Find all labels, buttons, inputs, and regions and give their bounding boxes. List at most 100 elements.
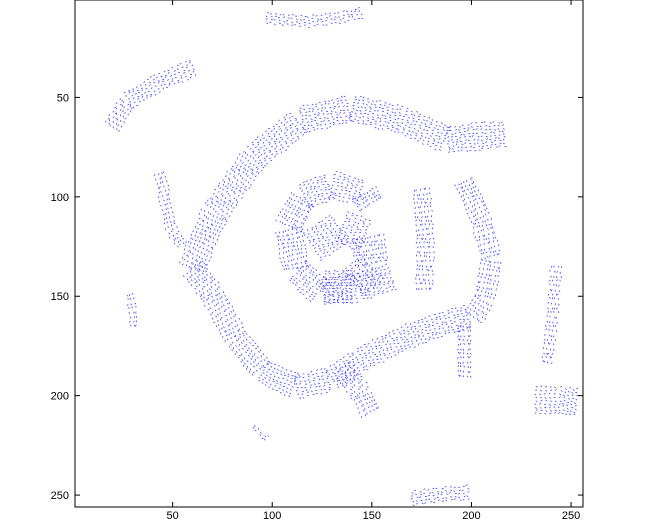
vector-arrow — [353, 282, 355, 285]
vector-arrow — [459, 126, 461, 128]
vector-arrow — [489, 122, 492, 124]
vector-arrow — [419, 264, 421, 267]
vector-arrow — [194, 267, 197, 270]
vector-arrow — [247, 159, 250, 162]
vector-arrow — [493, 245, 496, 248]
vector-arrow — [158, 72, 161, 75]
vector-arrow — [172, 228, 174, 231]
vector-arrow — [365, 284, 368, 287]
vector-arrow — [459, 338, 461, 341]
vector-arrow — [422, 259, 424, 262]
vector-arrow — [292, 137, 295, 140]
vector-arrow — [376, 114, 379, 117]
vector-arrow — [291, 385, 294, 388]
vector-arrow — [455, 143, 458, 146]
vector-arrow — [190, 241, 192, 244]
vector-arrow — [362, 366, 365, 368]
vector-arrow — [417, 246, 419, 249]
vector-arrow — [467, 188, 470, 191]
vector-arrow — [498, 270, 501, 273]
vector-arrow — [224, 218, 227, 221]
vector-arrow — [491, 232, 494, 235]
vector-arrow — [183, 258, 186, 261]
vector-arrow — [487, 211, 490, 214]
vector-arrow — [463, 133, 466, 136]
vector-arrow — [359, 109, 362, 112]
vector-arrow — [324, 107, 327, 109]
vector-arrow — [257, 156, 260, 159]
vector-arrow — [444, 317, 447, 320]
vector-arrow — [134, 93, 137, 95]
vector-arrow — [328, 185, 330, 188]
vector-arrow — [204, 234, 207, 236]
vector-arrow — [473, 195, 475, 197]
vector-arrow — [294, 375, 296, 377]
vector-arrow — [375, 100, 378, 102]
vector-arrow — [298, 22, 301, 25]
vector-arrow — [360, 405, 363, 407]
vector-arrow — [253, 425, 256, 428]
vector-arrow — [153, 90, 156, 93]
vector-arrow — [339, 246, 342, 248]
vector-arrow — [199, 232, 201, 235]
vector-arrow — [234, 352, 236, 355]
vector-arrow — [357, 102, 360, 104]
vector-arrow — [354, 287, 357, 290]
vector-arrow — [336, 301, 339, 303]
vector-arrow — [225, 334, 228, 337]
vector-arrow — [352, 180, 355, 182]
vector-arrow — [486, 219, 489, 221]
vector-arrow — [352, 242, 355, 245]
vector-arrow — [164, 189, 167, 192]
vector-arrow — [400, 326, 403, 328]
vector-arrow — [305, 204, 308, 207]
vector-arrow — [346, 290, 349, 293]
vector-arrow — [168, 232, 171, 235]
vector-arrow — [211, 301, 214, 303]
vector-arrow — [374, 126, 377, 129]
vector-arrow — [378, 351, 381, 353]
vector-arrow — [300, 222, 303, 224]
vector-arrow — [321, 287, 323, 290]
vector-arrow — [281, 138, 284, 141]
vector-arrow — [559, 400, 562, 402]
vector-arrow — [421, 502, 424, 505]
vector-arrow — [428, 494, 431, 497]
vector-arrow — [412, 117, 415, 120]
vector-arrow — [383, 238, 386, 241]
vector-arrow — [415, 219, 417, 222]
vector-arrow — [362, 201, 365, 204]
vector-arrow — [373, 276, 375, 279]
vector-arrow — [406, 326, 409, 329]
vector-arrow — [428, 233, 430, 235]
vector-arrow — [284, 132, 286, 135]
vector-arrow — [223, 200, 226, 203]
vector-arrow — [547, 301, 550, 304]
vector-arrow — [356, 109, 359, 112]
vector-arrow — [550, 289, 553, 292]
vector-arrow — [215, 294, 218, 297]
vector-arrow — [311, 285, 314, 288]
vector-arrow — [429, 237, 431, 240]
vector-arrow — [304, 386, 307, 389]
vector-arrow — [485, 125, 488, 127]
vector-arrow — [424, 502, 427, 504]
vector-arrow — [550, 302, 553, 305]
vector-arrow — [124, 117, 127, 120]
vector-arrow — [334, 230, 337, 233]
vector-arrow — [363, 241, 366, 244]
vector-arrow — [329, 298, 332, 301]
vector-arrow — [207, 294, 210, 297]
vector-arrow — [358, 268, 361, 271]
vector-arrow — [141, 89, 143, 92]
vector-arrow — [158, 173, 160, 176]
vector-arrow — [318, 279, 321, 281]
vector-arrow — [389, 285, 392, 288]
vector-arrow — [255, 171, 258, 173]
vector-arrow — [325, 19, 328, 22]
vector-arrow — [357, 264, 360, 267]
vector-arrow — [484, 276, 486, 279]
vector-arrow — [438, 327, 441, 330]
vector-arrow — [354, 290, 357, 292]
vector-arrow — [274, 148, 277, 150]
